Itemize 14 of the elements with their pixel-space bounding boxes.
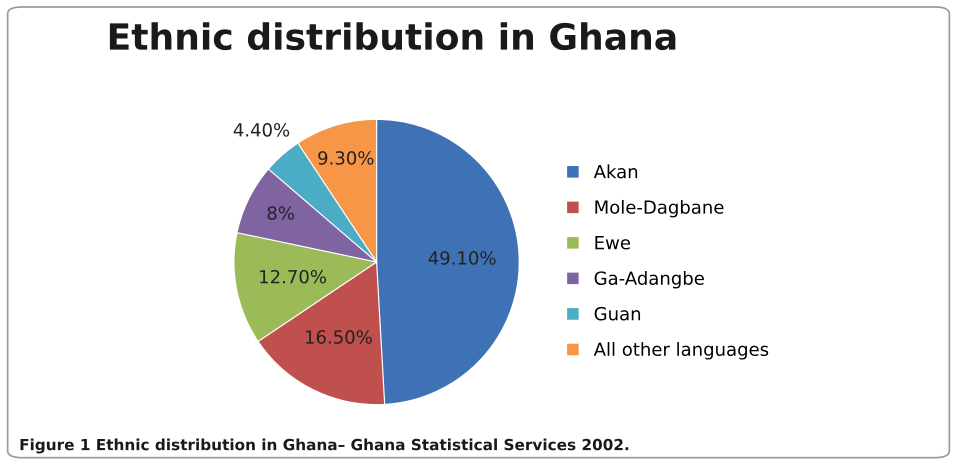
- legend-label: Mole-Dagbane: [595, 200, 724, 218]
- data-label: 12.70%: [260, 270, 326, 284]
- legend-label: Guan: [594, 306, 640, 321]
- legend-label: Akan: [594, 164, 638, 178]
- legend-label: All other languages: [594, 342, 768, 360]
- data-label: 49.10%: [428, 251, 496, 265]
- data-label: 8%: [268, 206, 294, 220]
- legend-label: Ewe: [595, 236, 630, 250]
- chart-title: Ethnic distribution in Ghana: [110, 22, 676, 50]
- data-label: 16.50%: [306, 330, 372, 344]
- data-label: 9.30%: [318, 151, 374, 165]
- caption: Figure 1 Ethnic distribution in Ghana– Ghana Statistical Services 2002.: [20, 438, 628, 454]
- data-label: 4.40%: [234, 123, 290, 137]
- legend-label: Ga-Adangbe: [594, 271, 704, 288]
